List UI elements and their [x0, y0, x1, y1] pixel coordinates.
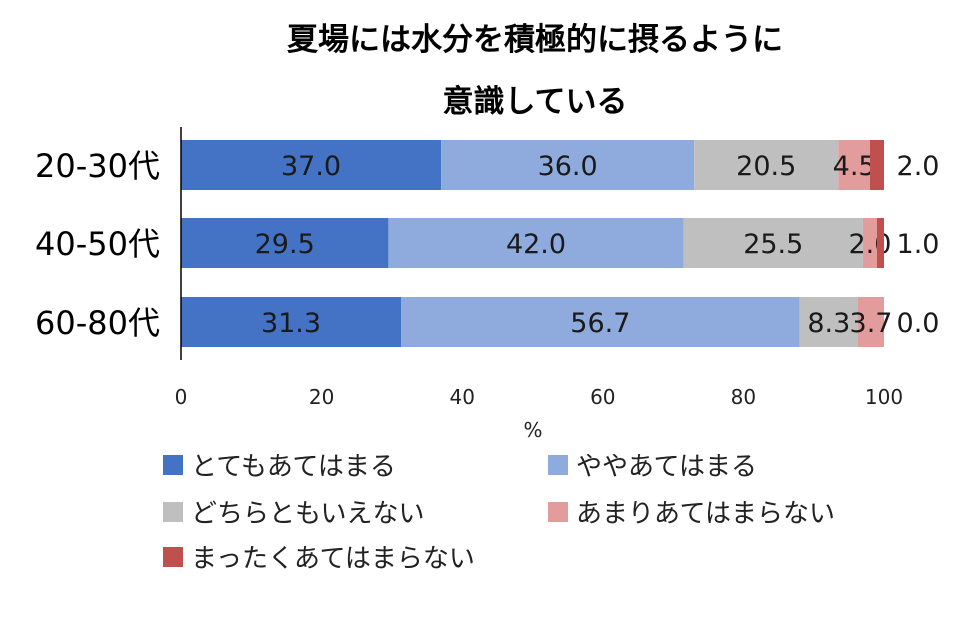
- legend-label: どちらともいえない: [191, 499, 424, 529]
- x-tick-label: 40: [449, 385, 474, 409]
- legend-label: ややあてはまる: [576, 452, 757, 482]
- bar-segment: [181, 218, 389, 268]
- chart-title-line-1: 夏場には水分を積極的に摂るように: [287, 22, 783, 58]
- x-tick-label: 0: [175, 385, 188, 409]
- data-label: 56.7: [570, 308, 630, 339]
- data-label: 36.0: [538, 151, 598, 182]
- chart-title-line-2: 意識している: [442, 84, 627, 120]
- bar-segment: [869, 140, 884, 190]
- bar-segment: [799, 297, 858, 347]
- data-label: 4.5: [833, 151, 876, 182]
- x-tick-label: 60: [590, 385, 615, 409]
- category-label: 60-80代: [35, 304, 160, 342]
- data-label: 3.7: [850, 308, 893, 339]
- bar-segment: [857, 297, 884, 347]
- legend-swatch: [548, 455, 568, 475]
- data-label: 8.3: [807, 308, 850, 339]
- x-tick-label: 20: [309, 385, 334, 409]
- legend-swatch: [163, 547, 183, 567]
- data-label: 1.0: [897, 229, 940, 260]
- legend-label: あまりあてはまらない: [576, 499, 835, 529]
- category-label: 20-30代: [35, 147, 160, 185]
- bar-segment: [694, 140, 839, 190]
- data-label: 42.0: [506, 229, 566, 260]
- legend-label: まったくあてはまらない: [191, 544, 475, 574]
- bar-segment: [876, 218, 884, 268]
- x-axis-label: %: [523, 418, 542, 442]
- bar-segment: [683, 218, 863, 268]
- bar-segment: [862, 218, 877, 268]
- bar-segment: [838, 140, 870, 190]
- bar-segment: [441, 140, 695, 190]
- data-label: 0.0: [897, 308, 940, 339]
- category-label: 40-50代: [35, 225, 160, 263]
- data-label: 2.0: [897, 151, 940, 182]
- data-label: 2.0: [848, 229, 891, 260]
- legend-swatch: [548, 502, 568, 522]
- legend-swatch: [163, 455, 183, 475]
- bar-segment: [181, 140, 442, 190]
- data-label: 25.5: [743, 229, 803, 260]
- x-tick-label: 100: [865, 385, 903, 409]
- bar-segment: [181, 297, 402, 347]
- bar-segment: [401, 297, 800, 347]
- bar-segment: [388, 218, 684, 268]
- legend-swatch: [163, 502, 183, 522]
- data-label: 29.5: [255, 229, 315, 260]
- legend-label: とてもあてはまる: [191, 452, 396, 482]
- data-label: 31.3: [261, 308, 321, 339]
- data-label: 37.0: [281, 151, 341, 182]
- data-label: 20.5: [736, 151, 796, 182]
- x-tick-label: 80: [731, 385, 756, 409]
